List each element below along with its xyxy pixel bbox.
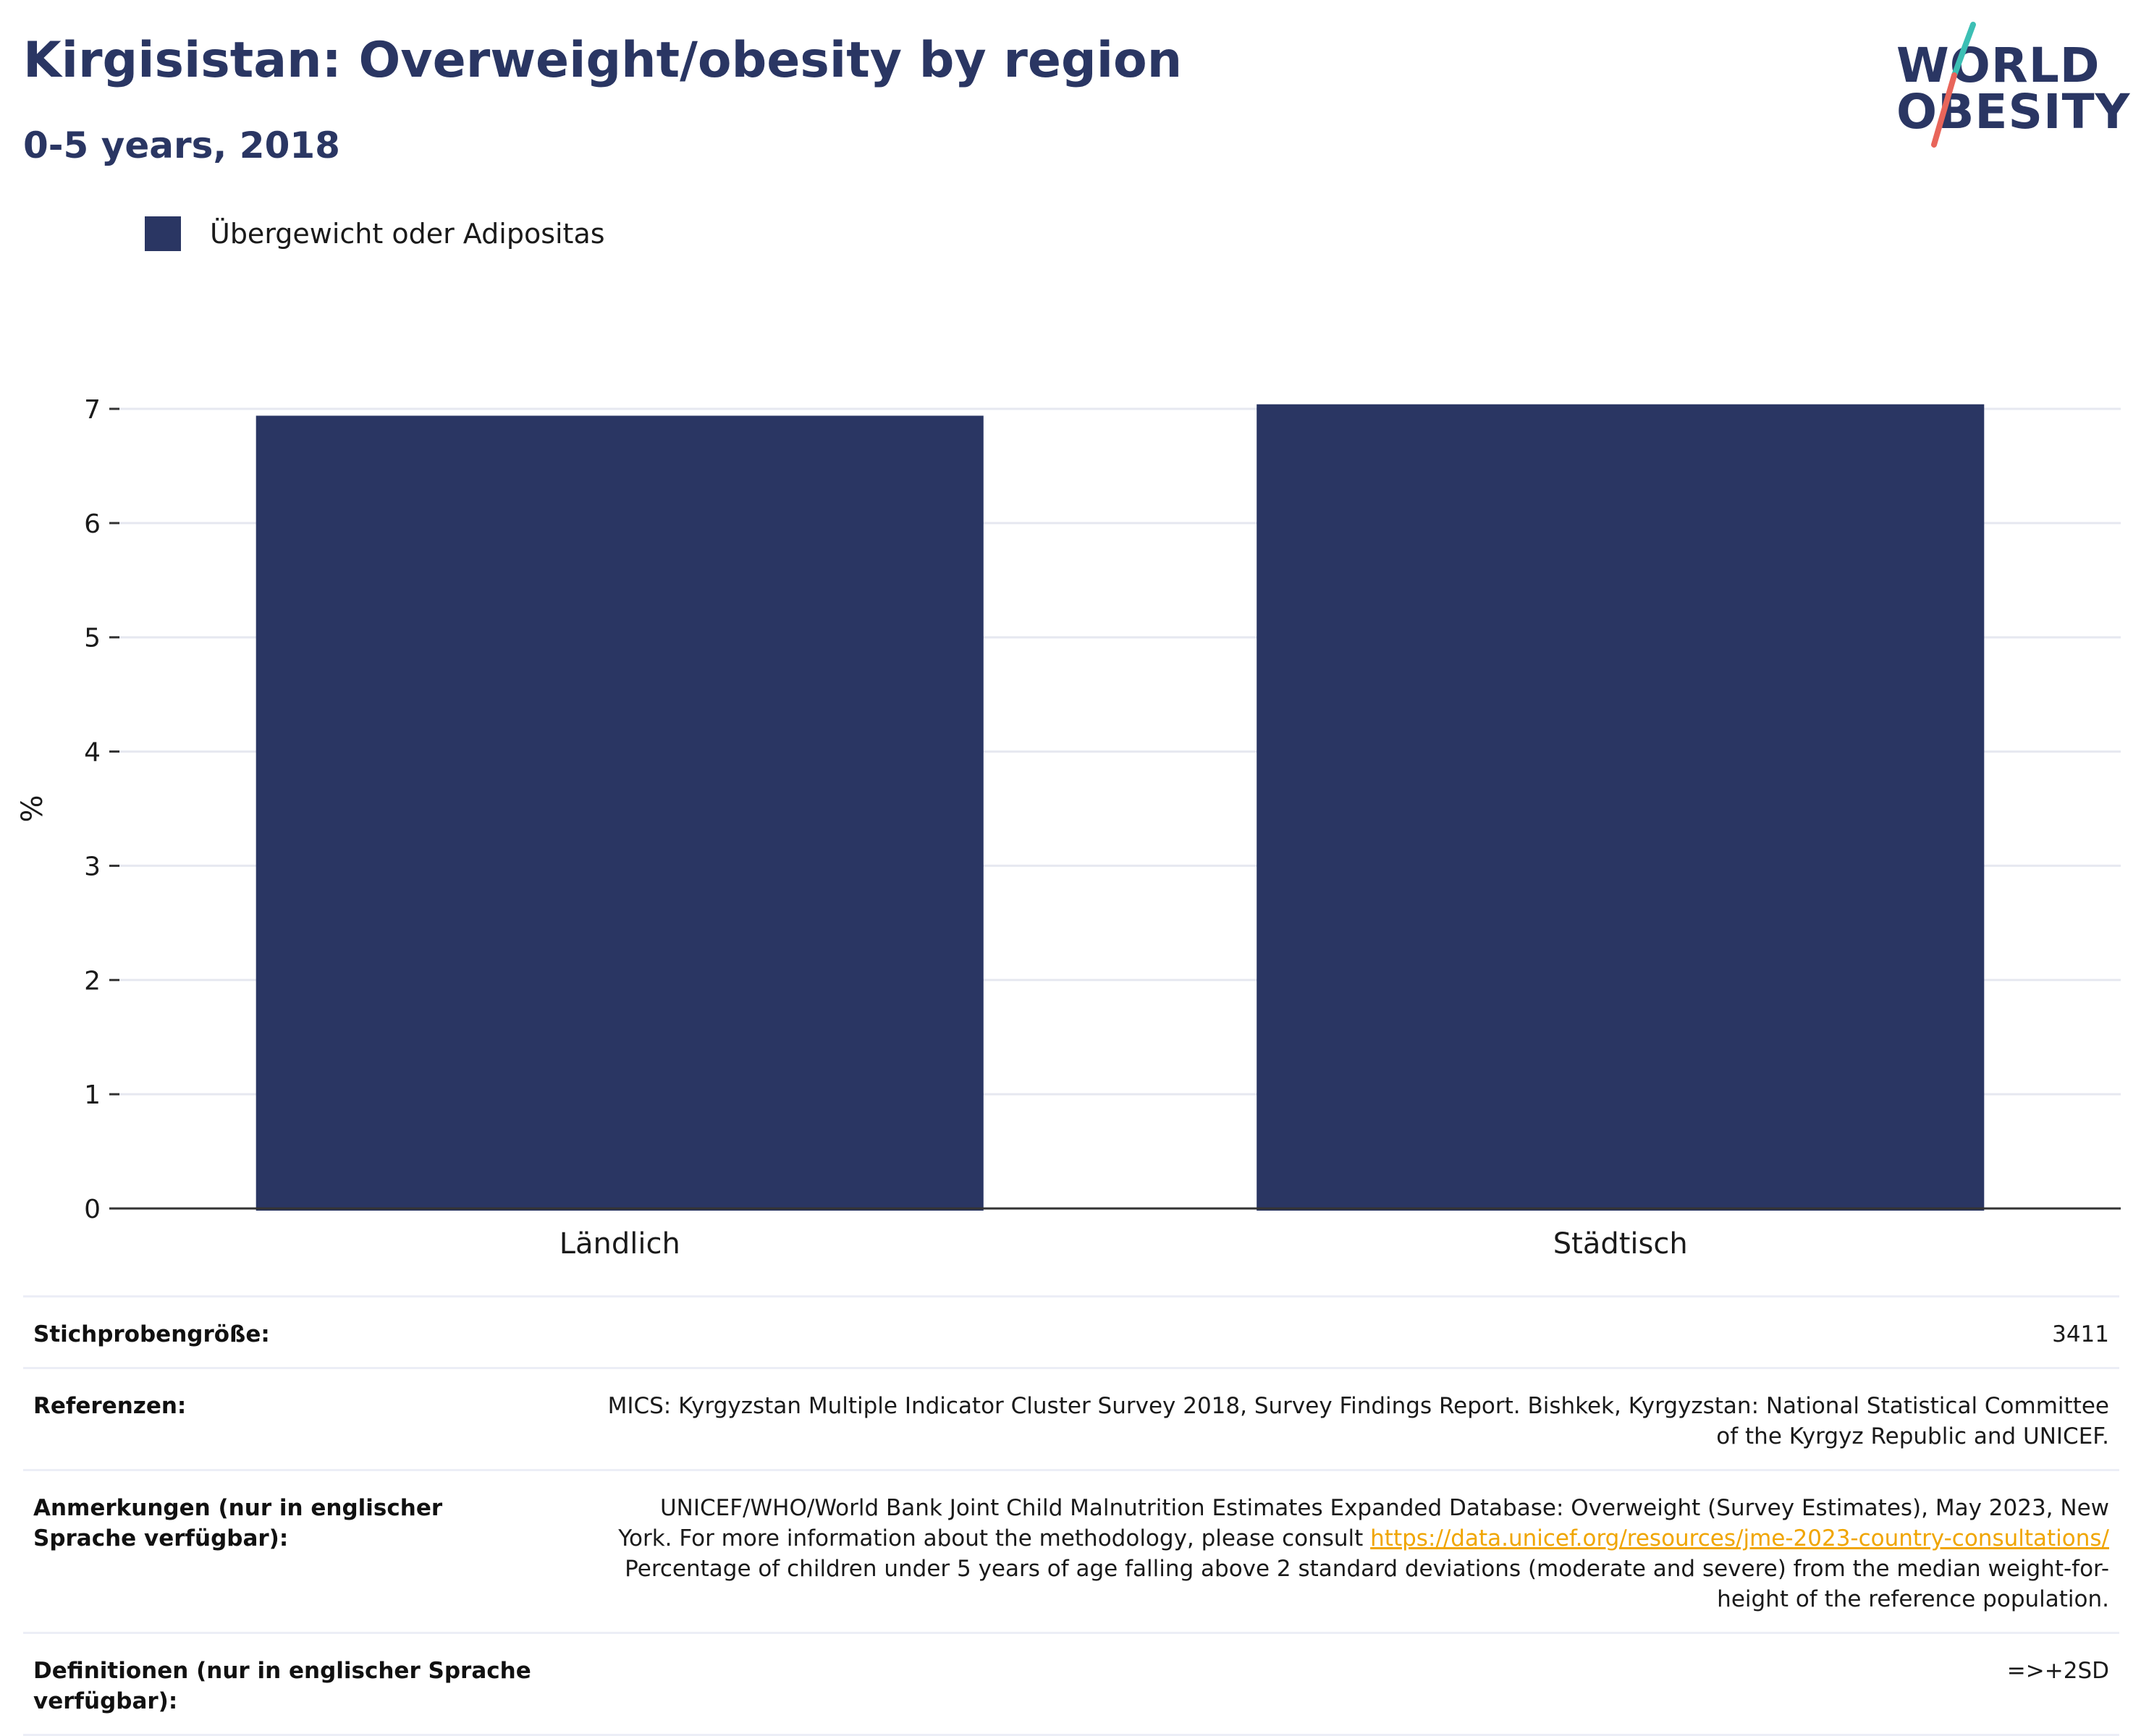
- info-value: =>+2SD: [2006, 1658, 2109, 1684]
- legend-swatch: [145, 216, 181, 251]
- chart-legend: Übergewicht oder Adipositas: [145, 216, 605, 252]
- info-row-definitions: Definitionen (nur in englischer Sprache …: [23, 1633, 2119, 1735]
- logo-text-obesity: OBESITY: [1896, 84, 2131, 140]
- world-obesity-logo: WORLD OBESITY: [1882, 20, 2131, 151]
- info-value-line: UNICEF/WHO/World Bank Joint Child Malnut…: [659, 1495, 2109, 1521]
- info-value-line: of the Kyrgyz Republic and UNICEF.: [1716, 1423, 2109, 1449]
- y-tick-label: 0: [84, 1195, 101, 1224]
- info-key: Definitionen (nur in englischer Sprache …: [33, 1658, 531, 1714]
- y-tick-label: 5: [84, 624, 101, 653]
- y-tick-label: 4: [84, 738, 101, 768]
- bar-urban[interactable]: [1257, 404, 1985, 1211]
- info-row-sample-size: Stichprobengröße: 3411: [23, 1296, 2119, 1368]
- logo-slash-icon: [1931, 22, 1976, 148]
- x-category-label: Ländlich: [559, 1227, 680, 1261]
- info-key: Anmerkungen (nur in englischer Sprache v…: [33, 1495, 443, 1551]
- y-tick-label: 1: [84, 1080, 101, 1110]
- x-category-label: Städtisch: [1553, 1227, 1688, 1261]
- info-row-references: Referenzen: MICS: Kyrgyzstan Multiple In…: [23, 1368, 2119, 1470]
- bar-chart: 0 1 2 3 4 5 6 7 Ländlich Städtisch %: [16, 395, 2121, 1261]
- info-value-line: Percentage of children under 5 years of …: [625, 1556, 2109, 1582]
- info-value-line: York. For more information about the met…: [618, 1525, 1364, 1551]
- y-axis-title: %: [16, 795, 49, 822]
- info-table: Stichprobengröße: 3411 Referenzen: MICS:…: [23, 1295, 2119, 1736]
- info-value-line: height of the reference population.: [1717, 1586, 2109, 1612]
- y-tick-label: 6: [84, 509, 101, 539]
- y-tick-label: 2: [84, 966, 101, 996]
- info-key: Referenzen:: [33, 1393, 187, 1419]
- methodology-link[interactable]: https://data.unicef.org/resources/jme-20…: [1370, 1525, 2109, 1551]
- chart-title: Kirgisistan: Overweight/obesity by regio…: [23, 32, 1183, 89]
- info-value-line: MICS: Kyrgyzstan Multiple Indicator Clus…: [607, 1393, 2109, 1419]
- chart-subtitle: 0-5 years, 2018: [23, 124, 340, 166]
- info-row-notes: Anmerkungen (nur in englischer Sprache v…: [23, 1470, 2119, 1633]
- y-tick-label: 7: [84, 395, 101, 425]
- info-value: MICS: Kyrgyzstan Multiple Indicator Clus…: [550, 1368, 2119, 1470]
- info-key: Stichprobengröße:: [33, 1321, 270, 1347]
- bar-rural[interactable]: [256, 415, 984, 1211]
- legend-label: Übergewicht oder Adipositas: [210, 218, 605, 250]
- y-tick-label: 3: [84, 852, 101, 881]
- info-value: UNICEF/WHO/World Bank Joint Child Malnut…: [550, 1470, 2119, 1633]
- info-value: 3411: [2052, 1321, 2109, 1347]
- logo-text-world: WORLD: [1896, 38, 2100, 93]
